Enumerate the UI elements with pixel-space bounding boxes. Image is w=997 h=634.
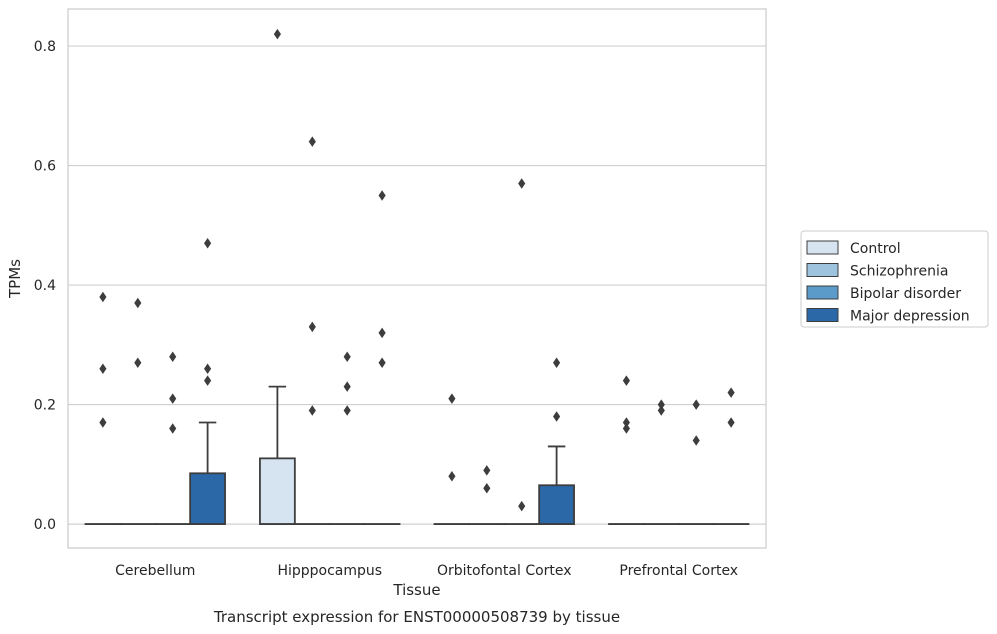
legend-frame	[800, 230, 989, 328]
outlier-point	[483, 465, 491, 476]
outlier-point	[308, 405, 316, 416]
y-tick-label: 0.8	[34, 39, 56, 55]
outlier-point	[518, 178, 526, 189]
legend-label: Major depression	[850, 309, 970, 325]
x-tick-label: Orbitofontal Cortex	[437, 563, 572, 579]
box	[538, 445, 575, 525]
x-axis-label: Tissue	[392, 581, 440, 599]
outlier-point	[204, 363, 212, 374]
legend-label: Bipolar disorder	[850, 286, 961, 302]
outlier-point	[134, 297, 142, 309]
outlier-point	[343, 381, 351, 392]
outlier-point	[727, 417, 735, 428]
outliers	[99, 28, 735, 512]
outlier-point	[204, 237, 212, 249]
outlier-point	[204, 375, 212, 386]
outlier-point	[657, 405, 665, 416]
x-tick-label: Cerebellum	[115, 563, 195, 579]
outlier-point	[343, 351, 351, 363]
outlier-point	[343, 405, 351, 416]
y-tick-label: 0.6	[34, 159, 56, 175]
y-axis-label: TPMs	[6, 259, 24, 299]
outlier-point	[518, 500, 526, 512]
y-tick-label: 0.4	[34, 278, 56, 294]
outlier-point	[134, 357, 142, 369]
outlier-point	[692, 399, 700, 410]
x-tick-label: Prefrontal Cortex	[619, 563, 738, 579]
y-tick-label: 0.0	[34, 517, 56, 533]
box-body	[538, 484, 575, 525]
outlier-point	[483, 482, 491, 494]
chart-caption: Transcript expression for ENST0000050873…	[213, 608, 620, 626]
box-body	[189, 472, 226, 525]
outlier-point	[308, 136, 316, 147]
outlier-point	[622, 375, 630, 386]
box-body	[259, 457, 296, 525]
legend: Control Schizophrenia Bipolar disorder Majo…	[800, 230, 989, 328]
outlier-point	[448, 393, 456, 404]
boxes	[84, 385, 750, 526]
legend-label: Schizophrenia	[850, 264, 948, 280]
outlier-point	[169, 351, 177, 363]
x-axis-ticks: Cerebellum Hipppocampus Orbitofontal Corte…	[115, 563, 738, 579]
outlier-point	[553, 357, 561, 369]
legend-swatch	[806, 263, 839, 277]
outlier-point	[99, 363, 107, 374]
outlier-point	[378, 327, 386, 339]
outlier-point	[273, 28, 281, 40]
outlier-point	[622, 423, 630, 434]
outlier-point	[169, 393, 177, 404]
outlier-point	[99, 291, 107, 303]
outlier-point	[448, 471, 456, 482]
outlier-point	[99, 417, 107, 428]
outlier-point	[553, 411, 561, 422]
outlier-point	[169, 423, 177, 434]
outlier-point	[622, 417, 630, 428]
legend-item: Major depression	[806, 308, 970, 325]
legend-label: Control	[850, 241, 901, 257]
legend-swatch	[806, 285, 839, 300]
legend-swatch	[806, 240, 839, 255]
legend-item: Control	[806, 240, 901, 257]
y-axis-ticks: 0.0 0.2 0.4 0.6 0.8	[34, 39, 56, 533]
plot-area	[67, 8, 767, 549]
box	[259, 385, 296, 525]
gridlines	[68, 45, 766, 525]
outlier-point	[657, 399, 665, 410]
outlier-point	[378, 357, 386, 369]
outlier-point	[378, 190, 386, 201]
legend-item: Bipolar disorder	[806, 285, 961, 302]
y-tick-label: 0.2	[34, 398, 56, 414]
outlier-point	[308, 321, 316, 333]
x-tick-label: Hipppocampus	[277, 563, 382, 579]
outlier-point	[727, 387, 735, 398]
legend-swatch	[806, 308, 839, 322]
legend-item: Schizophrenia	[806, 263, 948, 280]
outlier-point	[692, 435, 700, 446]
box	[189, 421, 226, 525]
